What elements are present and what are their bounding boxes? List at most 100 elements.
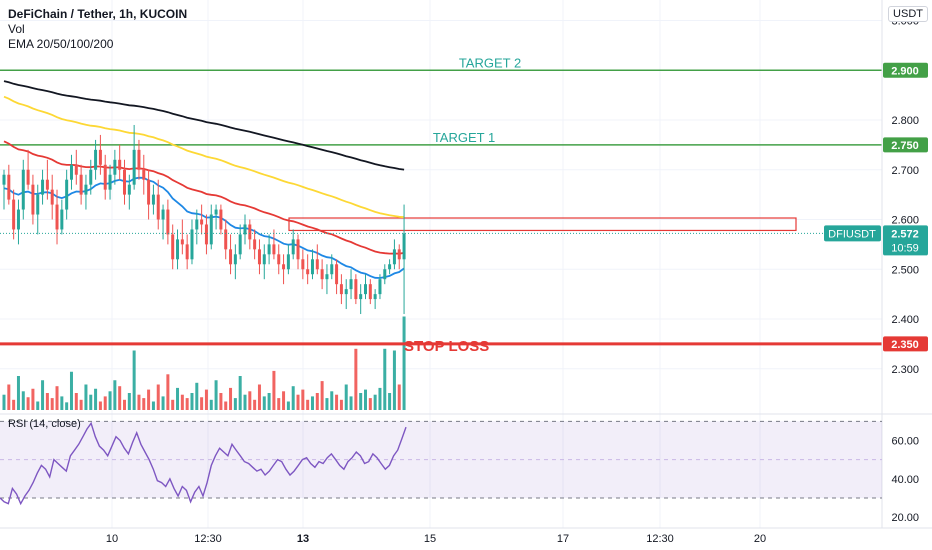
last-price-label: 2.572 xyxy=(891,228,919,240)
candle xyxy=(296,234,300,270)
candle-body xyxy=(368,284,372,300)
candle-body xyxy=(7,174,11,200)
candle-body xyxy=(156,194,160,220)
volume-bar xyxy=(180,394,184,410)
candle-body xyxy=(21,169,25,210)
candle-body xyxy=(267,244,271,255)
chart-title[interactable]: DeFiChain / Tether, 1h, KUCOIN xyxy=(8,7,188,21)
rsi-tick-label: 40.00 xyxy=(891,474,919,486)
candle-body xyxy=(286,254,290,270)
candle xyxy=(176,229,180,270)
candle-body xyxy=(301,259,305,270)
volume-bar xyxy=(224,401,228,410)
candle xyxy=(41,169,45,205)
volume-bar xyxy=(7,384,11,410)
volume-bar xyxy=(176,387,180,410)
rsi-legend[interactable]: RSI (14, close) xyxy=(8,418,81,430)
candle xyxy=(402,204,406,315)
candle-body xyxy=(69,164,73,180)
volume-bars xyxy=(2,316,406,410)
volume-bar xyxy=(335,394,339,410)
candle xyxy=(397,244,401,270)
candle xyxy=(344,279,348,310)
volume-bar xyxy=(378,387,382,410)
volume-bar xyxy=(243,394,247,410)
candle-body xyxy=(108,174,112,190)
volume-bar xyxy=(209,399,213,410)
candle-body xyxy=(315,259,319,270)
volume-bar xyxy=(55,386,59,410)
volume-bar xyxy=(306,399,310,410)
volume-bar xyxy=(16,376,20,410)
rsi-tick-label: 60.00 xyxy=(891,436,919,448)
x-tick-label: 13 xyxy=(297,533,309,545)
candle xyxy=(364,274,367,300)
candle xyxy=(330,254,334,280)
x-tick-label: 12:30 xyxy=(646,533,674,545)
volume-bar xyxy=(195,382,199,410)
candle-body xyxy=(89,169,93,185)
candle-body xyxy=(176,239,180,260)
volume-bar xyxy=(151,401,155,410)
volume-bar xyxy=(185,398,189,410)
symbol-badge xyxy=(824,225,881,242)
candle-body xyxy=(204,224,208,245)
candle xyxy=(368,279,372,305)
volume-bar xyxy=(118,386,122,410)
candle xyxy=(98,134,102,175)
candle xyxy=(16,199,20,245)
volume-bar xyxy=(233,398,237,410)
y-tick-label: 2.300 xyxy=(891,364,919,376)
candle xyxy=(354,274,358,305)
candle xyxy=(166,199,170,245)
candle xyxy=(310,249,314,280)
candle xyxy=(156,179,160,230)
candle-body xyxy=(330,264,334,275)
volume-bar xyxy=(74,393,78,410)
candle xyxy=(36,184,40,235)
candle-body xyxy=(137,149,141,170)
volume-bar xyxy=(84,384,88,410)
x-tick-label: 10 xyxy=(106,533,118,545)
level-badge-label: 2.750 xyxy=(891,140,919,152)
volume-bar xyxy=(296,394,300,410)
candle xyxy=(291,229,295,260)
candle-body xyxy=(392,249,396,265)
candle-body xyxy=(233,254,237,265)
candle-body xyxy=(132,149,136,185)
currency-badge[interactable]: USDT xyxy=(888,6,928,22)
volume-bar xyxy=(50,398,54,410)
volume-bar xyxy=(98,401,102,410)
price-axis: 3.0002.8002.7002.6002.5002.4002.3002.900… xyxy=(824,0,928,528)
volume-bar xyxy=(36,401,40,410)
ema-20-line xyxy=(3,176,405,279)
volume-bar xyxy=(45,393,49,410)
candle xyxy=(127,174,131,210)
volume-bar xyxy=(402,316,406,410)
candle-body xyxy=(151,194,155,205)
candle xyxy=(190,219,194,265)
candle xyxy=(89,159,93,195)
ema-legend[interactable]: EMA 20/50/100/200 xyxy=(8,37,114,51)
level-badge xyxy=(883,137,928,153)
volume-bar xyxy=(339,399,343,410)
candle xyxy=(257,239,261,275)
volume-bar xyxy=(200,397,204,410)
x-tick-label: 15 xyxy=(424,533,436,545)
candle-body xyxy=(339,284,343,295)
candle xyxy=(123,159,126,205)
volume-bar xyxy=(325,398,329,410)
candle xyxy=(335,259,339,295)
candle-body xyxy=(282,264,286,270)
candle xyxy=(339,274,343,305)
candle xyxy=(277,244,281,275)
y-tick-label: 2.400 xyxy=(891,314,919,326)
volume-legend[interactable]: Vol xyxy=(8,22,25,36)
level-badge-label: 2.900 xyxy=(891,65,919,77)
candle xyxy=(388,259,392,275)
candle-body xyxy=(127,184,131,195)
volume-bar xyxy=(262,396,266,410)
candle-body xyxy=(2,174,6,185)
volume-bar xyxy=(359,393,363,410)
